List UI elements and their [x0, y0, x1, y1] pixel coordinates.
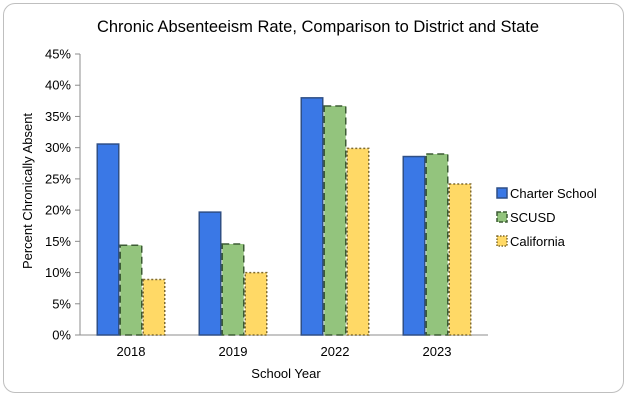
y-tick-label: 30% — [45, 140, 71, 155]
y-tick-label: 0% — [52, 328, 71, 343]
bar — [244, 271, 268, 336]
legend-swatch — [496, 211, 508, 223]
axes: 0% 5% 10% 15% 20% 25% 30% 35% 40% 45% 2018 2019 2022… — [45, 47, 488, 359]
bars — [96, 97, 472, 336]
y-axis-title: Percent Chronically Absent — [20, 113, 35, 269]
legend-label: Charter School — [510, 186, 597, 201]
y-tick-label: 40% — [45, 78, 71, 93]
x-axis-title: School Year — [251, 366, 321, 381]
legend-label: California — [510, 234, 566, 249]
y-tick-label: 25% — [45, 171, 71, 186]
bar — [346, 147, 370, 336]
y-tick-label: 20% — [45, 203, 71, 218]
y-tick-label: 35% — [45, 109, 71, 124]
x-tick-label: 2022 — [321, 344, 350, 359]
chart-title: Chronic Absenteeism Rate, Comparison to … — [97, 18, 539, 36]
x-tick-label: 2023 — [423, 344, 452, 359]
legend-swatch — [496, 235, 508, 247]
bar — [198, 211, 222, 336]
y-tick-label: 45% — [45, 47, 71, 62]
bar — [119, 244, 143, 336]
y-tick-label: 5% — [52, 296, 71, 311]
bar — [96, 143, 120, 336]
bar — [300, 97, 324, 336]
legend-label: SCUSD — [510, 210, 556, 225]
legend-swatch — [496, 187, 508, 199]
bar — [142, 278, 166, 336]
legend: Charter School SCUSD California — [496, 186, 597, 249]
bar — [448, 183, 472, 336]
y-tick-label: 10% — [45, 265, 71, 280]
x-tick-label: 2018 — [117, 344, 146, 359]
y-tick-label: 15% — [45, 234, 71, 249]
x-tick-label: 2019 — [219, 344, 248, 359]
bar — [402, 155, 426, 336]
bar — [323, 105, 347, 336]
bar — [221, 243, 245, 336]
bar — [425, 153, 449, 336]
